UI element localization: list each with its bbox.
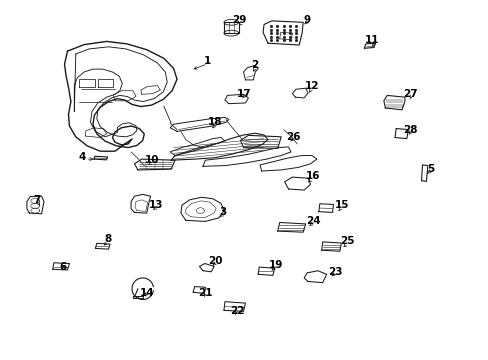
Text: 7: 7: [33, 195, 41, 205]
Text: 28: 28: [403, 125, 417, 135]
Text: 18: 18: [207, 117, 222, 127]
Text: 16: 16: [305, 171, 320, 181]
Text: 4: 4: [78, 152, 86, 162]
Text: 8: 8: [104, 234, 111, 244]
Text: 10: 10: [144, 155, 159, 165]
Text: 3: 3: [219, 207, 225, 217]
Text: 5: 5: [426, 164, 433, 174]
Text: 6: 6: [59, 262, 66, 272]
Text: 14: 14: [139, 288, 154, 298]
Text: 1: 1: [204, 56, 211, 66]
Text: 24: 24: [305, 216, 320, 226]
Text: 20: 20: [207, 256, 222, 266]
Text: 11: 11: [364, 35, 378, 45]
Text: 25: 25: [339, 236, 354, 246]
Text: 29: 29: [232, 15, 246, 25]
Text: 15: 15: [334, 200, 349, 210]
Text: 27: 27: [403, 89, 417, 99]
Text: 9: 9: [303, 15, 310, 25]
Text: 21: 21: [198, 288, 212, 298]
Text: 22: 22: [229, 306, 244, 316]
Text: 17: 17: [237, 89, 251, 99]
Text: 23: 23: [327, 267, 342, 277]
Text: 2: 2: [250, 60, 257, 70]
Text: 26: 26: [285, 132, 300, 142]
Text: 19: 19: [268, 260, 283, 270]
Text: 13: 13: [149, 200, 163, 210]
Text: 12: 12: [304, 81, 319, 91]
